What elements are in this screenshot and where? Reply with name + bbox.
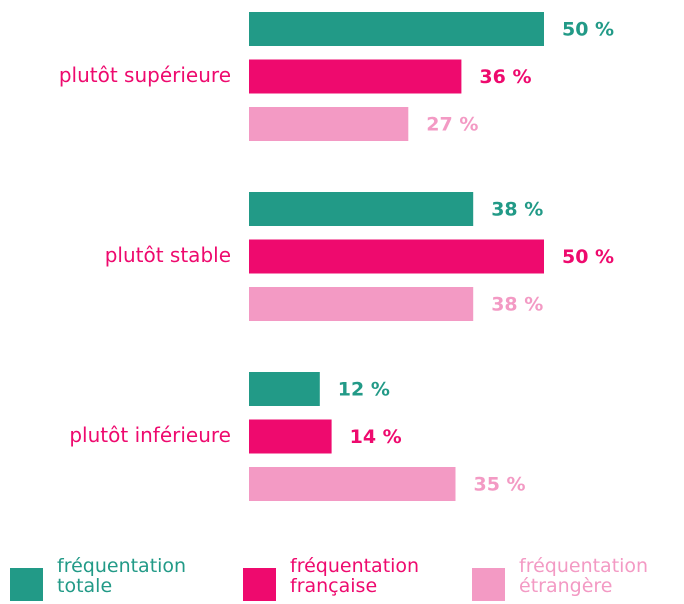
category-label: plutôt stable xyxy=(105,243,231,267)
legend-label: fréquentation française xyxy=(290,555,420,597)
legend-swatch xyxy=(10,568,43,601)
bar xyxy=(249,419,332,454)
bar xyxy=(249,192,474,226)
legend-swatch xyxy=(243,568,276,601)
bar xyxy=(249,467,456,501)
legend-item: fréquentation étrangère xyxy=(472,556,684,601)
chart: plutôt supérieure 50 % 36 % 27 % plutôt stab… xyxy=(59,12,614,501)
bar xyxy=(249,287,474,321)
value-label: 38 % xyxy=(491,294,543,316)
legend-item: fréquentation totale xyxy=(10,556,227,601)
value-label: 35 % xyxy=(474,474,526,496)
bar xyxy=(249,239,544,274)
category-label: plutôt supérieure xyxy=(59,63,231,87)
value-label: 50 % xyxy=(562,246,614,268)
value-label: 50 % xyxy=(562,19,614,41)
value-label: 27 % xyxy=(426,114,478,136)
legend-label: fréquentation totale xyxy=(57,555,187,597)
bar xyxy=(249,107,409,141)
bar xyxy=(249,372,320,406)
bar xyxy=(249,59,462,94)
bar xyxy=(249,12,544,46)
value-label: 14 % xyxy=(350,426,402,448)
legend-item: fréquentation française xyxy=(243,556,460,601)
category-label: plutôt inférieure xyxy=(69,423,231,447)
legend-swatch xyxy=(472,568,505,601)
value-label: 38 % xyxy=(491,199,543,221)
value-label: 12 % xyxy=(338,379,390,401)
value-label: 36 % xyxy=(479,66,531,88)
legend-label: fréquentation étrangère xyxy=(519,555,649,597)
